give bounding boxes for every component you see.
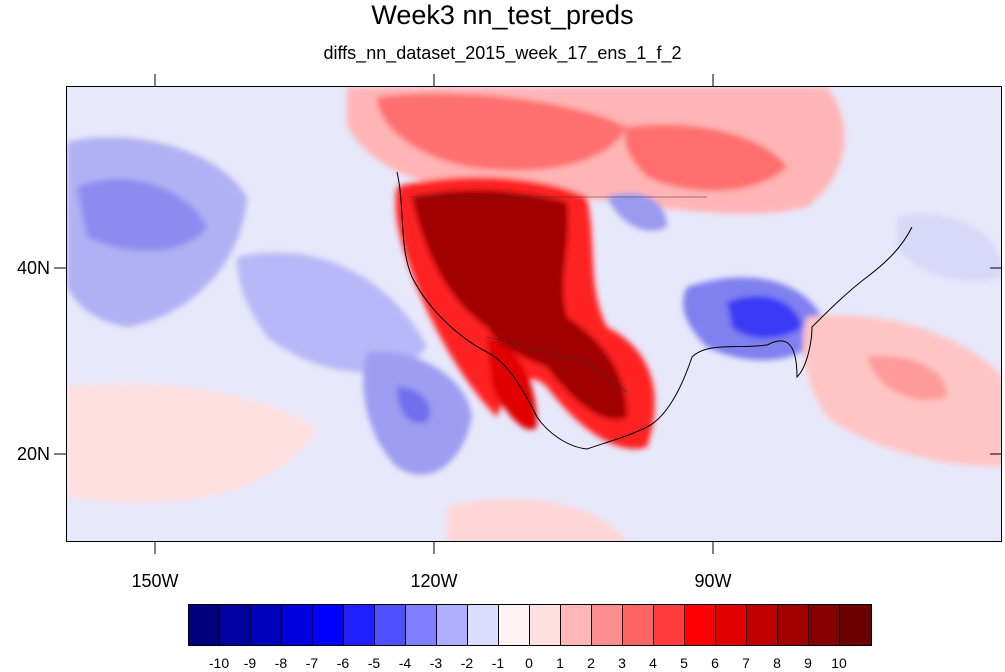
colorbar-tick-label: 9 — [804, 655, 812, 671]
colorbar-swatch — [406, 605, 437, 645]
southeast-us-cool-core — [727, 296, 802, 339]
western-us-extreme-core — [412, 190, 627, 420]
colorbar-tick-label: 3 — [618, 655, 626, 671]
colorbar — [188, 604, 872, 646]
colorbar-swatch — [220, 605, 251, 645]
tropical-warm-band — [447, 499, 626, 541]
north-america-coastline — [396, 171, 913, 450]
colorbar-tick-label: -9 — [243, 655, 257, 671]
colorbar-tick-label: 2 — [587, 655, 595, 671]
pacific-cool-core-south — [397, 387, 431, 424]
colorbar-swatch — [251, 605, 282, 645]
canada-warm-core-west — [377, 93, 627, 171]
colorbar-swatch — [344, 605, 375, 645]
pacific-cool-core-north — [77, 179, 207, 251]
colorbar-swatch — [623, 605, 654, 645]
colorbar-swatch — [809, 605, 840, 645]
colorbar-swatch — [530, 605, 561, 645]
colorbar-tick-label: 10 — [831, 655, 847, 671]
pacific-cool-band — [237, 252, 427, 373]
colorbar-swatch — [375, 605, 406, 645]
colorbar-swatch — [716, 605, 747, 645]
colorbar-swatch — [282, 605, 313, 645]
map-plot-area — [66, 86, 1002, 542]
atlantic-warm-core — [867, 356, 947, 401]
colorbar-swatch — [499, 605, 530, 645]
north-atlantic-cool — [897, 214, 1001, 281]
colorbar-swatch — [189, 605, 220, 645]
pacific-warm-south — [67, 383, 317, 504]
colorbar-tick-label: -7 — [305, 655, 319, 671]
colorbar-swatch — [592, 605, 623, 645]
colorbar-swatch — [561, 605, 592, 645]
colorbar-tick-label: -1 — [491, 655, 505, 671]
colorbar-swatch — [685, 605, 716, 645]
anomaly-field — [67, 87, 1001, 541]
lon-label-120w: 120W — [410, 571, 458, 591]
colorbar-tick-label: 6 — [711, 655, 719, 671]
colorbar-tick-label: -6 — [336, 655, 350, 671]
lat-label-40n: 40N — [16, 258, 50, 278]
colorbar-tick-label: -5 — [367, 655, 381, 671]
colorbar-tick-label: -4 — [398, 655, 412, 671]
colorbar-tick-label: -8 — [274, 655, 288, 671]
colorbar-tick-label: -10 — [208, 655, 230, 671]
map-title: Week3 nn_test_preds — [371, 0, 634, 30]
colorbar-swatch — [840, 605, 871, 645]
great-lakes-cool — [607, 193, 667, 231]
colorbar-swatch — [778, 605, 809, 645]
us-mexico-border — [486, 336, 628, 393]
colorbar-tick-label: -2 — [460, 655, 474, 671]
colorbar-swatch — [437, 605, 468, 645]
colorbar-swatch — [747, 605, 778, 645]
colorbar-tick-label: 7 — [742, 655, 750, 671]
colorbar-swatch — [313, 605, 344, 645]
colorbar-swatch — [654, 605, 685, 645]
lon-label-150w: 150W — [131, 571, 179, 591]
canada-warm-core-east — [625, 124, 787, 191]
map-subtitle: diffs_nn_dataset_2015_week_17_ens_1_f_2 — [323, 43, 682, 63]
colorbar-tick-label: 4 — [649, 655, 657, 671]
colorbar-tick-label: -3 — [429, 655, 443, 671]
colorbar-swatch — [468, 605, 499, 645]
lat-label-20n: 20N — [16, 444, 50, 464]
colorbar-tick-label: 1 — [556, 655, 564, 671]
colorbar-tick-label: 8 — [773, 655, 781, 671]
lon-label-90w: 90W — [694, 571, 732, 591]
colorbar-tick-label: 0 — [525, 655, 533, 671]
colorbar-tick-label: 5 — [680, 655, 688, 671]
